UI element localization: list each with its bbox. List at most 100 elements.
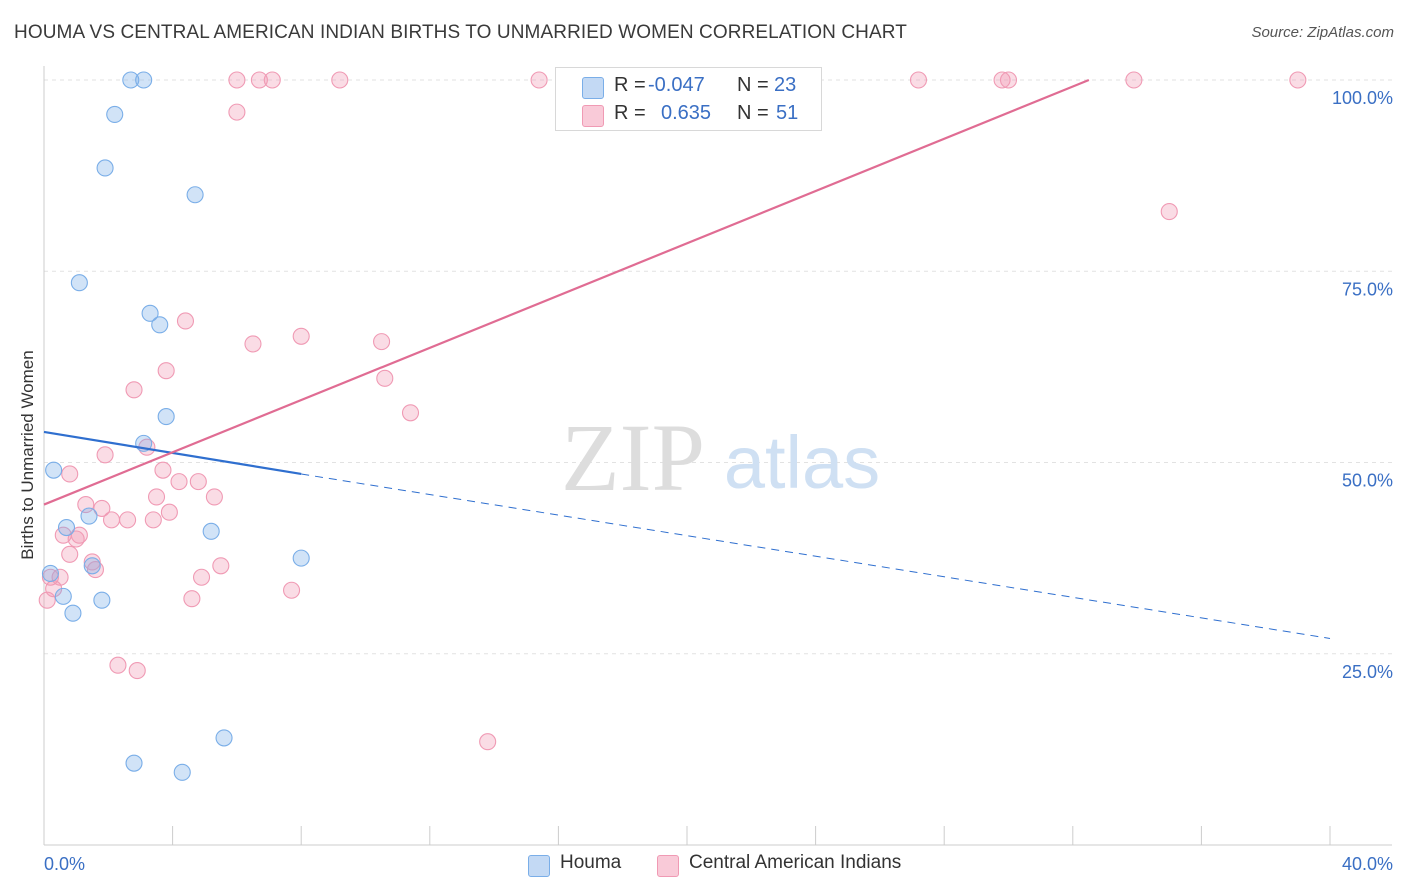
cai-point [999, 71, 1018, 89]
cai-point [157, 362, 175, 380]
houma-point [215, 729, 233, 747]
cai-point [192, 568, 211, 586]
cai-point [1289, 71, 1307, 89]
cai-point [479, 733, 497, 751]
houma-trend-extension [301, 473, 1331, 639]
houma-point [83, 557, 101, 575]
houma-point [135, 71, 153, 89]
houma-points [41, 71, 310, 781]
legend-row-houma: R = -0.047 N = 23 [556, 73, 821, 101]
houma-legend-label: Houma [560, 852, 622, 873]
cai-point [128, 662, 146, 680]
cai-point [205, 488, 223, 506]
watermark-zip: ZIP [561, 404, 705, 511]
cai-point [228, 71, 246, 89]
cai-point [909, 71, 928, 89]
cai-point [144, 511, 162, 529]
watermark-atlas: atlas [724, 421, 880, 504]
cai-point [51, 568, 69, 586]
y-tick-label: 100.0% [1332, 88, 1393, 108]
houma-point [106, 105, 124, 123]
houma-point [186, 186, 204, 204]
legend-n-value: 23 [774, 74, 797, 96]
cai-trend-line [43, 78, 1090, 506]
x-tick-label: 40.0% [1342, 854, 1393, 874]
watermark: ZIP atlas [561, 404, 880, 511]
houma-legend-swatch [528, 855, 550, 877]
cai-point [125, 381, 143, 399]
legend-r-label: R = [614, 102, 646, 124]
houma-point [57, 518, 76, 537]
cai-swatch [582, 105, 604, 127]
cai-point [70, 526, 88, 544]
source-label: Source: ZipAtlas.com [1251, 24, 1394, 41]
y-tick-label: 50.0% [1342, 471, 1393, 491]
legend-n-label: N = [737, 74, 769, 96]
cai-point [373, 333, 391, 351]
legend-n-value: 51 [776, 102, 799, 124]
cai-point [263, 71, 281, 89]
houma-point [151, 316, 169, 334]
chart-title: HOUMA VS CENTRAL AMERICAN INDIAN BIRTHS … [14, 22, 907, 43]
houma-point [96, 159, 114, 177]
legend-n-label: N = [737, 102, 769, 124]
cai-point [96, 446, 114, 464]
cai-point [212, 557, 230, 575]
y-tick-label: 25.0% [1342, 662, 1393, 682]
cai-point [183, 590, 201, 608]
x-tick-label: 0.0% [44, 854, 85, 874]
y-tick-label: 75.0% [1342, 279, 1393, 299]
trend-lines [43, 78, 1331, 639]
houma-point [93, 591, 111, 609]
houma-point [70, 274, 88, 292]
houma-point [80, 507, 98, 525]
houma-point [64, 604, 82, 622]
houma-point [173, 763, 191, 781]
cai-point [154, 461, 172, 479]
cai-point [147, 488, 166, 506]
cai-point [1125, 71, 1143, 89]
correlation-legend: R = -0.047 N = 23 R = 0.635 N = 51 [555, 67, 822, 131]
cai-legend-label: Central American Indians [689, 852, 902, 873]
houma-point [54, 587, 72, 605]
houma-point [202, 522, 220, 540]
legend-r-value: 0.635 [661, 102, 712, 124]
cai-point [401, 404, 420, 422]
cai-point [993, 71, 1011, 89]
cai-points [38, 71, 1307, 751]
cai-point [61, 545, 79, 563]
gridlines [44, 79, 1392, 655]
cai-point [331, 71, 349, 89]
cai-point [176, 312, 195, 330]
cai-point [189, 473, 207, 491]
tick-labels: 100.0% 75.0% 50.0% 25.0% 0.0% 40.0% [44, 88, 1393, 874]
houma-point [45, 461, 63, 479]
legend-r-label: R = [614, 74, 646, 96]
cai-point [228, 103, 246, 121]
cai-point [61, 465, 79, 483]
legend-row-cai: R = 0.635 N = 51 [556, 101, 821, 129]
cai-point [292, 327, 310, 345]
cai-point [93, 499, 111, 517]
cai-point [244, 335, 262, 353]
houma-point [292, 549, 310, 567]
cai-point [160, 503, 178, 521]
cai-legend-swatch [657, 855, 679, 877]
cai-point [376, 369, 394, 387]
cai-point [170, 473, 188, 491]
houma-swatch [582, 77, 604, 99]
legend-r-value: -0.047 [648, 74, 705, 96]
cai-point [119, 511, 137, 529]
cai-point [109, 656, 127, 674]
houma-point [41, 564, 59, 582]
houma-point [141, 304, 159, 322]
cai-point [102, 511, 121, 529]
houma-point [125, 754, 143, 772]
cai-point [1160, 203, 1178, 221]
houma-point [157, 408, 175, 426]
cai-point [530, 71, 548, 89]
houma-point [122, 71, 140, 89]
cai-point [250, 71, 268, 89]
axes [43, 66, 1392, 846]
